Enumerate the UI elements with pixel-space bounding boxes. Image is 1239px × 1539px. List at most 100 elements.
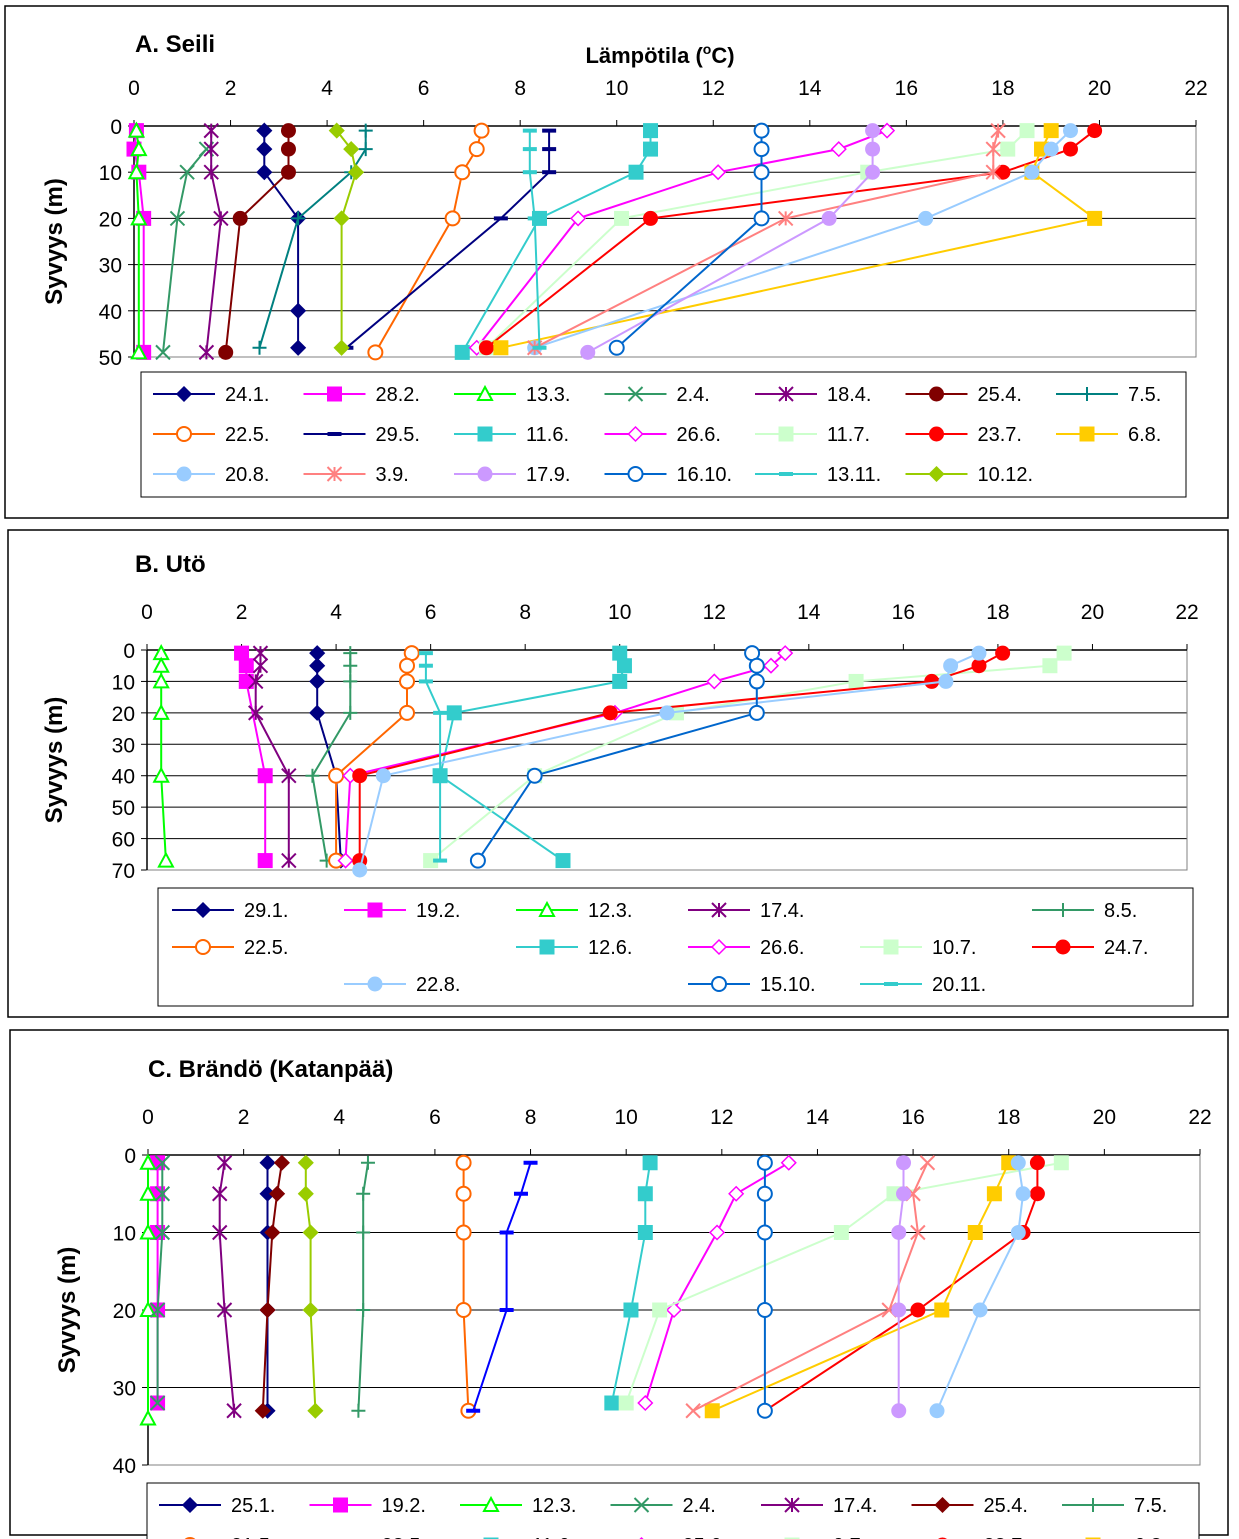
y-tick-label: 30 xyxy=(113,1378,136,1401)
legend-label: 3.9. xyxy=(376,464,409,486)
y-tick-label: 10 xyxy=(113,1223,136,1246)
x-tick-label: 16 xyxy=(895,77,918,100)
data-point xyxy=(1043,123,1059,139)
data-point xyxy=(232,210,248,226)
legend-item: 3.9. xyxy=(303,464,409,486)
series-15.10. xyxy=(469,645,765,869)
legend-item: 10.7. xyxy=(860,937,976,959)
data-point xyxy=(454,344,470,360)
x-tick-label: 22 xyxy=(1184,77,1207,100)
legend-label: 25.4. xyxy=(984,1495,1028,1517)
series-18.4. xyxy=(198,122,229,361)
legend-marker xyxy=(779,472,793,476)
x-tick-label: 12 xyxy=(703,601,726,624)
legend-marker xyxy=(195,939,211,955)
data-point xyxy=(652,1302,668,1318)
data-point xyxy=(328,122,345,139)
x-tick-label: 10 xyxy=(605,77,628,100)
data-point xyxy=(637,1186,653,1202)
legend-item: 28.2. xyxy=(303,384,420,406)
y-tick-label: 30 xyxy=(99,255,122,278)
data-point xyxy=(762,657,780,674)
legend-marker xyxy=(333,1497,348,1513)
legend-marker xyxy=(778,426,794,442)
legend-label: 18.4. xyxy=(827,384,871,406)
data-point xyxy=(704,1403,720,1419)
legend-item: 20.11. xyxy=(860,974,986,996)
legend-label: 19.2. xyxy=(416,900,460,922)
legend-item: 17.4. xyxy=(688,900,804,922)
data-point xyxy=(580,344,596,360)
x-tick-label: 2 xyxy=(225,77,237,100)
x-tick-label: 12 xyxy=(702,77,725,100)
x-tick-label: 20 xyxy=(1088,77,1111,100)
data-point xyxy=(756,1185,773,1202)
legend-item: 22.5. xyxy=(172,937,288,959)
series-24.7. xyxy=(352,645,1011,869)
legend: 24.1. 28.2. 13.3. 2.4. 18.4. 25.4. 7.5. 22.5. 29… xyxy=(140,371,1187,498)
x-tick-label: 16 xyxy=(901,1106,924,1129)
data-point xyxy=(418,679,433,684)
data-point xyxy=(157,851,175,868)
data-point xyxy=(356,1303,371,1317)
data-point xyxy=(130,139,148,157)
data-point xyxy=(154,1186,171,1202)
y-axis-label: Syvyys (m) xyxy=(41,178,68,305)
data-point xyxy=(444,210,461,227)
series-22.5. xyxy=(328,645,420,869)
series-15.10. xyxy=(756,1154,773,1419)
chart-title: B. Utö xyxy=(135,551,206,578)
legend-item: 8.5. xyxy=(1032,900,1137,922)
series-line xyxy=(424,653,442,861)
x-tick-label: 14 xyxy=(806,1106,830,1129)
legend-box xyxy=(157,887,1194,1007)
data-point xyxy=(454,164,471,181)
legend-marker xyxy=(477,466,493,482)
data-point xyxy=(139,1300,157,1317)
y-tick-label: 50 xyxy=(112,797,135,820)
legend-marker xyxy=(194,901,212,919)
data-point xyxy=(127,163,146,180)
data-point xyxy=(328,767,345,784)
chart-panel-1: A. Seili Lämpötila (oC) 0 10 20 30 40 50 0 2 4 6 8 10… xyxy=(4,5,1229,519)
data-point xyxy=(149,1302,166,1318)
data-point xyxy=(1062,141,1078,157)
legend-marker xyxy=(1086,1498,1100,1512)
legend-label: 10.12. xyxy=(978,464,1034,486)
legend-marker xyxy=(884,982,898,986)
data-point xyxy=(468,141,485,158)
data-point xyxy=(418,663,433,668)
legend-label: 10.7. xyxy=(932,937,976,959)
data-point xyxy=(469,852,486,869)
series-12.6. xyxy=(432,645,632,869)
x-tick-label: 14 xyxy=(797,601,821,624)
legend-label: 6.8. xyxy=(1134,1535,1167,1539)
data-point xyxy=(203,122,219,139)
data-point xyxy=(643,141,659,157)
data-point xyxy=(309,673,326,690)
x-tick-label: 4 xyxy=(330,601,342,624)
legend-label: 28.2. xyxy=(376,384,420,406)
data-point xyxy=(1015,1186,1031,1202)
data-point xyxy=(891,1225,907,1240)
legend-box xyxy=(146,1482,1200,1539)
legend-item: 11.7. xyxy=(755,424,870,446)
data-point xyxy=(169,210,186,227)
legend-label: 26.6. xyxy=(760,937,804,959)
data-point xyxy=(728,1185,745,1202)
legend-item: 10.12. xyxy=(905,464,1034,486)
legend-marker xyxy=(1080,387,1094,401)
legend-label: 13.11. xyxy=(827,464,881,486)
legend: 29.1. 19.2. 12.3. 17.4. 8.5. 22.5. 12.6. 26.6. 1… xyxy=(157,887,1194,1007)
legend-item: 20.8. xyxy=(153,464,269,486)
legend-label: 22.5. xyxy=(244,937,288,959)
legend-item: 16.10. xyxy=(604,464,732,486)
legend-marker xyxy=(784,1497,800,1513)
series-3.9. xyxy=(526,122,1006,356)
data-point xyxy=(351,1403,366,1418)
data-point xyxy=(360,1155,375,1170)
data-point xyxy=(356,1186,371,1201)
data-point xyxy=(522,147,537,152)
data-point xyxy=(602,705,618,721)
legend-marker xyxy=(627,466,644,482)
